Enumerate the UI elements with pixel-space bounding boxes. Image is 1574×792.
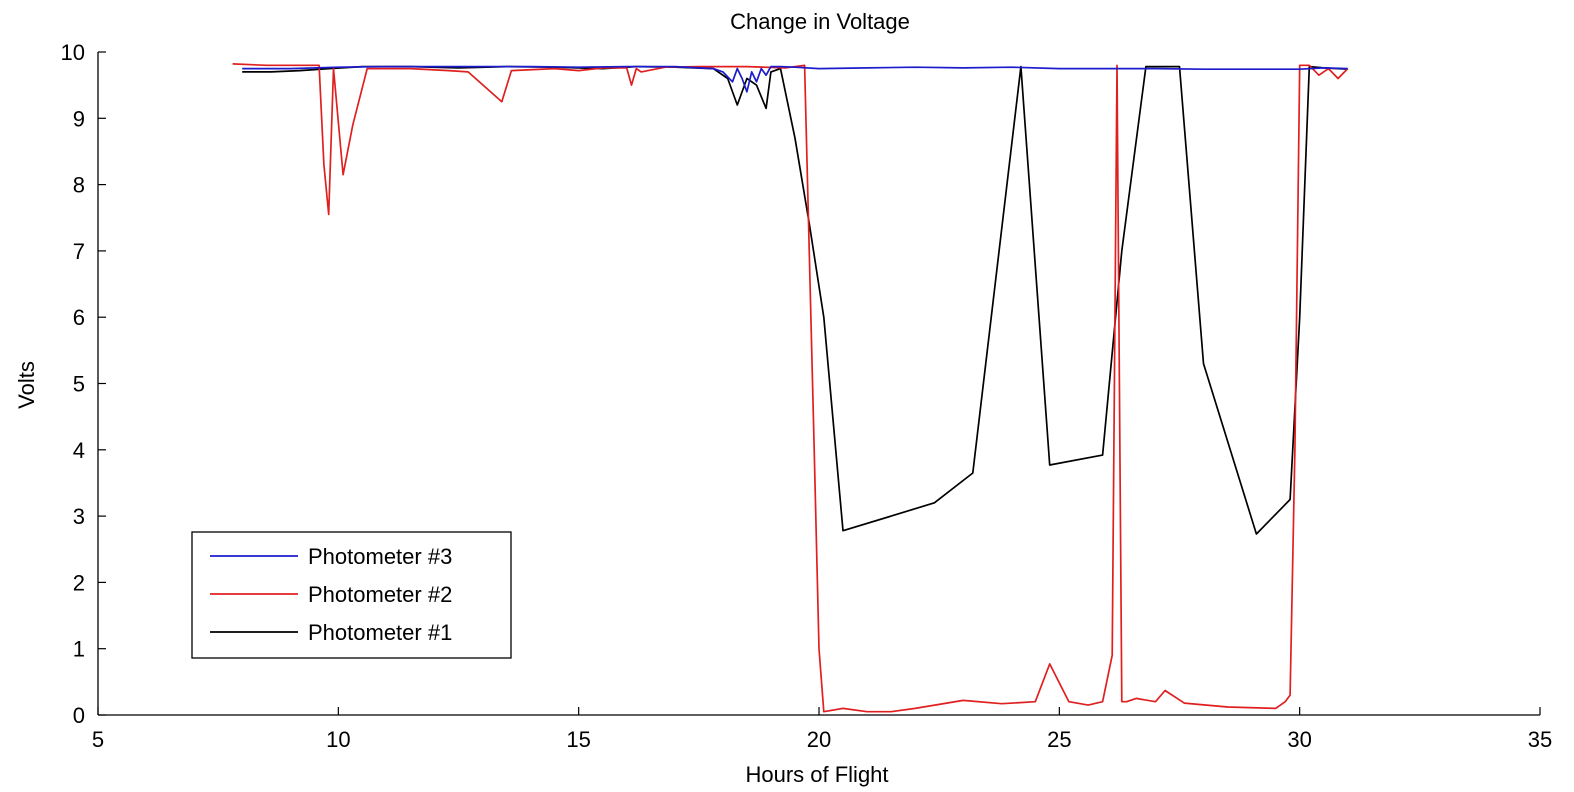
legend-label: Photometer #1: [308, 620, 452, 645]
y-tick-label: 0: [73, 703, 85, 728]
y-axis-label: Volts: [14, 361, 39, 409]
y-tick-label: 10: [61, 40, 85, 65]
series-line-2: [232, 63, 1349, 713]
y-tick-label: 6: [73, 305, 85, 330]
x-tick-label: 15: [566, 727, 590, 752]
y-tick-label: 2: [73, 570, 85, 595]
legend-box: [191, 531, 512, 659]
y-tick-label: 9: [73, 106, 85, 131]
axes: 5 10 15 20 25 30 35 0 1 2 3 4 5 6 7 8 9 10: [61, 40, 1553, 752]
y-tick-label: 7: [73, 239, 85, 264]
chart-title: Change in Voltage: [730, 9, 910, 34]
y-tick-label: 5: [73, 372, 85, 397]
legend: Photometer #3 Photometer #2 Photometer #1: [191, 531, 512, 659]
x-tick-label: 30: [1287, 727, 1311, 752]
series-line-1: [242, 65, 1348, 535]
x-tick-label: 20: [807, 727, 831, 752]
plot-area: [232, 63, 1349, 713]
y-tick-label: 1: [73, 637, 85, 662]
legend-label: Photometer #2: [308, 582, 452, 607]
x-axis-label: Hours of Flight: [745, 762, 888, 787]
x-tick-label: 35: [1528, 727, 1552, 752]
x-tick-label: 25: [1047, 727, 1071, 752]
y-tick-label: 3: [73, 504, 85, 529]
x-tick-label: 10: [326, 727, 350, 752]
series-line-3: [242, 65, 1348, 93]
y-tick-label: 4: [73, 438, 85, 463]
legend-label: Photometer #3: [308, 544, 452, 569]
y-tick-label: 8: [73, 173, 85, 198]
x-tick-label: 5: [92, 727, 104, 752]
